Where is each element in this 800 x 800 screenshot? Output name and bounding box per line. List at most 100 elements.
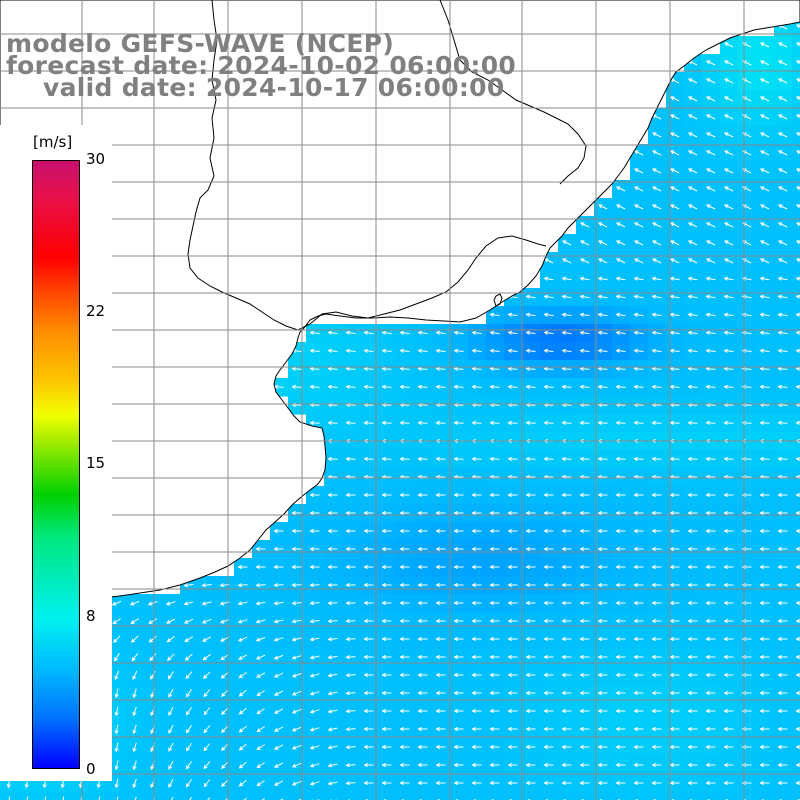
wind-arrow: [238, 707, 247, 715]
wind-arrow: [309, 600, 320, 606]
wind-arrow: [759, 546, 770, 552]
wind-speed-cell: [792, 144, 800, 163]
wind-speed-cell: [792, 540, 800, 559]
wind-arrow: [723, 618, 734, 624]
wind-arrow: [723, 456, 734, 462]
wind-arrow: [651, 582, 662, 588]
wind-arrow: [381, 366, 392, 371]
wind-arrow: [651, 528, 662, 534]
wind-arrow: [723, 546, 734, 552]
wind-arrow: [705, 258, 716, 264]
colorbar-tick-label: 8: [86, 607, 96, 625]
wind-arrow: [561, 456, 572, 462]
colorbar-tick-label: 0: [86, 760, 96, 778]
wind-arrow: [345, 582, 356, 588]
wind-arrow: [597, 618, 608, 624]
wind-arrow: [777, 132, 788, 138]
wind-arrow: [705, 618, 716, 624]
wind-arrow: [184, 653, 193, 661]
wind-speed-cell: [792, 558, 800, 577]
wind-arrow: [579, 240, 590, 246]
wind-arrow: [201, 583, 212, 588]
wind-arrow: [345, 492, 356, 498]
wind-arrow: [723, 600, 734, 606]
wind-arrow: [687, 114, 698, 120]
wind-arrow: [561, 672, 572, 678]
wind-arrow: [777, 726, 788, 732]
wind-arrow: [543, 618, 554, 624]
wind-arrow: [561, 546, 572, 552]
wind-speed-cell: [414, 792, 433, 800]
wind-arrow: [705, 132, 716, 138]
wind-arrow: [705, 546, 716, 552]
wind-arrow: [543, 672, 554, 678]
wind-speed-cell: [792, 720, 800, 739]
wind-arrow: [183, 601, 194, 606]
wind-speed-cell: [792, 612, 800, 631]
wind-speed-cell: [720, 792, 739, 800]
wind-arrow: [525, 708, 536, 714]
wind-arrow: [615, 654, 626, 660]
wind-arrow: [795, 60, 800, 65]
wind-speed-cell: [792, 342, 800, 361]
wind-arrow: [291, 780, 302, 786]
wind-arrow: [453, 672, 464, 678]
wind-arrow: [723, 132, 734, 138]
wind-arrow: [615, 384, 626, 390]
wind-arrow: [185, 671, 193, 680]
wind-arrow: [651, 258, 662, 264]
wind-arrow: [166, 618, 176, 624]
wind-arrow: [687, 204, 698, 210]
wind-speed-cell: [72, 792, 91, 800]
wind-arrow: [651, 492, 662, 498]
wind-arrow: [363, 330, 374, 335]
wind-arrow: [399, 708, 410, 714]
wind-arrow: [168, 724, 174, 734]
wind-arrow: [435, 456, 446, 462]
wind-arrow: [687, 672, 698, 678]
wind-arrow: [615, 510, 626, 516]
wind-arrow: [453, 510, 464, 516]
wind-arrow: [345, 709, 356, 714]
wind-arrow: [309, 637, 320, 642]
wind-arrow: [525, 312, 536, 317]
wind-arrow: [291, 546, 302, 552]
wind-arrow: [435, 654, 446, 660]
wind-arrow: [777, 42, 788, 48]
wind-arrow: [795, 186, 800, 191]
wind-arrow: [525, 546, 536, 552]
wind-arrow: [795, 636, 800, 642]
wind-speed-cell: [792, 486, 800, 505]
wind-arrow: [256, 672, 266, 678]
wind-arrow: [795, 366, 800, 371]
wind-arrow: [273, 654, 284, 660]
wind-arrow: [345, 745, 356, 750]
wind-arrow: [795, 42, 800, 47]
wind-arrow: [597, 384, 608, 390]
wind-arrow: [543, 780, 554, 786]
wind-arrow: [489, 366, 500, 371]
wind-arrow: [26, 796, 29, 800]
wind-arrow: [777, 168, 788, 174]
wind-arrow: [633, 186, 644, 192]
wind-arrow: [435, 744, 446, 750]
wind-arrow: [134, 796, 137, 800]
wind-arrow: [597, 258, 608, 264]
wind-speed-cell: [504, 792, 523, 800]
wind-speed-cell: [792, 378, 800, 397]
wind-arrow: [399, 726, 410, 732]
wind-speed-cell: [126, 792, 145, 800]
wind-arrow: [327, 781, 338, 786]
wind-arrow: [777, 384, 788, 390]
wind-arrow: [44, 796, 47, 800]
wind-arrow: [561, 258, 572, 264]
wind-arrow: [561, 420, 572, 426]
wind-speed-cell: [792, 702, 800, 721]
wind-arrow: [203, 671, 211, 679]
wind-arrow: [327, 330, 338, 335]
wind-arrow: [417, 582, 428, 588]
wind-arrow: [561, 744, 572, 750]
wind-arrow: [795, 510, 800, 516]
wind-arrow: [435, 492, 446, 498]
wind-arrow: [489, 510, 500, 516]
